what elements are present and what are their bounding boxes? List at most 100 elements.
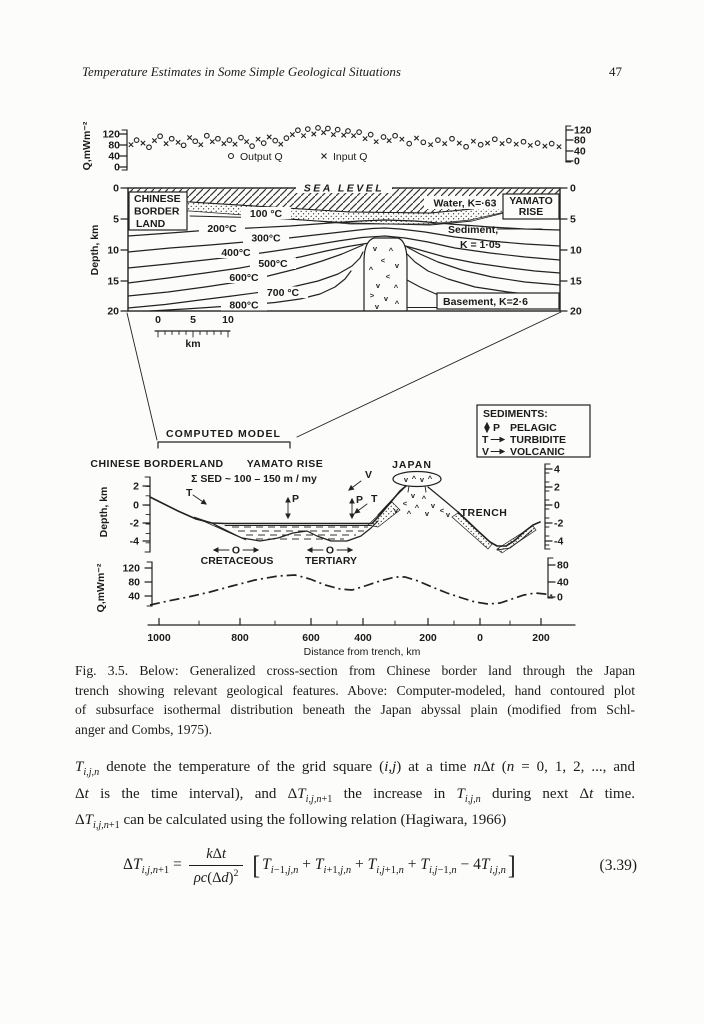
volcanic-glyph: v: [411, 491, 416, 500]
tick-label: 0: [113, 183, 119, 195]
tick-label: 80: [574, 135, 586, 147]
sea-level-label: SEA LEVEL: [304, 183, 384, 195]
distance-tick-label: 200: [419, 632, 437, 644]
input-q-point: [556, 144, 562, 150]
tick-label: 0: [554, 500, 560, 512]
legend-name-pelagic: PELAGIC: [510, 422, 557, 434]
right-bracket: ]: [507, 851, 516, 881]
output-q-point: [548, 140, 555, 147]
computed-model-title: COMPUTED MODEL: [166, 428, 281, 440]
yamato-label-2: RISE: [519, 206, 544, 218]
scale-unit-label: km: [185, 338, 200, 350]
volcanic-glyph: v: [446, 510, 451, 519]
equation-number: (3.39): [599, 857, 637, 875]
equation-terms: Ti−1,j,n + Ti+1,j,n + Ti,j+1,n + Ti,j−1,…: [262, 856, 506, 877]
legend-sym-t: T: [482, 434, 489, 446]
tick-label: -2: [130, 518, 139, 530]
page-header: Temperature Estimates in Some Simple Geo…: [82, 64, 622, 80]
isotherm-label-mask: [258, 286, 308, 298]
isotherm-label-200: 200°C: [207, 223, 237, 235]
sedimentation-rate-label: Σ SED ~ 100 – 150 m / my: [191, 473, 317, 485]
profile-left-axis: 120 80 40: [122, 561, 153, 607]
tick-label: 2: [554, 482, 560, 494]
tick-label: 10: [107, 245, 119, 257]
turbidite-arrow-east: [354, 503, 368, 514]
tick-label: -2: [554, 518, 563, 530]
land-label-3: LAND: [136, 218, 166, 230]
scale-tick-0: 0: [155, 314, 161, 326]
distance-tick-label: 600: [302, 632, 320, 644]
output-q-point: [215, 135, 221, 142]
volcanic-glyph: ^: [369, 265, 374, 274]
legend-name-volcanic: VOLCANIC: [510, 446, 565, 458]
trench-underline: [496, 529, 533, 551]
tick-label: 0: [570, 183, 576, 195]
connector-left: [126, 312, 158, 441]
isotherm-labels: 100 °C 200°C 300°C 400°C 500°C 600°C 700…: [199, 207, 308, 312]
volcanic-intrusion-marks: v ^<v^<v ^> v^v: [369, 244, 400, 311]
profile-right-axis: 80 40 0: [547, 557, 569, 604]
input-q-point: [266, 134, 272, 140]
tick-label: 0: [133, 500, 139, 512]
output-q-point: [534, 140, 541, 146]
chinese-borderland-label: CHINESE BORDERLAND: [90, 458, 223, 470]
turbidite-arrow-west: [192, 494, 207, 505]
volcanic-glyph: v: [425, 509, 430, 518]
body-paragraph: Ti,j,n denote the temperature of the gri…: [75, 757, 635, 837]
output-q-point: [157, 133, 163, 140]
volcanic-glyph: <: [403, 499, 408, 508]
input-q-point: [321, 130, 327, 136]
output-q-point: [283, 135, 290, 141]
tick-label: 20: [570, 306, 582, 318]
volcanic-glyph: >: [370, 291, 375, 300]
volcanic-glyph: v: [376, 281, 381, 290]
output-q-point: [520, 138, 527, 145]
input-q-point: [221, 141, 227, 147]
tertiary-span: O TERTIARY: [305, 545, 357, 568]
volcanic-glyph: ^: [395, 299, 400, 308]
computed-model-bracket: [157, 441, 291, 449]
legend-name-turbidite: TURBIDITE: [510, 434, 566, 446]
distance-tick-label: 400: [354, 632, 372, 644]
volcano-right-flank: [427, 486, 459, 513]
sediments-legend: SEDIMENTS: P PELAGIC T TURBIDITE V VOLCA…: [476, 404, 591, 458]
sediment-k-label: K = 1·05: [460, 239, 501, 251]
heatflow-curve-line: [149, 574, 556, 606]
equation-lhs: ΔTi,j,n+1 =: [123, 856, 182, 877]
body-line: ΔTi,j,n+1 can be calculated using the fo…: [75, 812, 507, 831]
tick-label: 4: [554, 464, 560, 476]
japan-label: JAPAN: [392, 459, 432, 471]
basement-label-box: [436, 292, 560, 310]
tick-label: 20: [107, 306, 119, 318]
basement-label: Basement, K=2·6: [443, 296, 528, 308]
input-q-point: [163, 141, 169, 147]
input-q-point: [244, 139, 250, 145]
output-q-point: [260, 140, 267, 146]
cap-neck-left: [407, 485, 410, 493]
body-line: Δt is the time interval), and ΔTi,j,n+1 …: [75, 785, 636, 805]
input-q-point: [499, 141, 505, 147]
chinese-border-land-box: [128, 191, 188, 231]
input-q-point: [198, 142, 204, 148]
running-title: Temperature Estimates in Some Simple Geo…: [82, 64, 401, 79]
input-q-point: [341, 132, 347, 138]
basin-bottom-line: [211, 520, 379, 542]
output-q-point: [133, 137, 140, 143]
input-q-point: [300, 133, 307, 139]
volcanic-glyph: v: [384, 294, 389, 303]
top-chart-legend: Output Q Input Q: [227, 151, 367, 163]
sea-level-mask: [296, 181, 392, 193]
output-q-point: [295, 127, 301, 134]
distance-tick-label: 800: [231, 632, 249, 644]
tick-label: 15: [107, 276, 119, 288]
water-conductivity-label: Water, K=·63: [434, 198, 497, 210]
cretaceous-label: CRETACEOUS: [201, 555, 274, 567]
legend-input-label: Input Q: [333, 151, 367, 163]
isotherm-label-mask: [199, 222, 245, 234]
land-label-2: BORDER: [134, 206, 180, 218]
yamato-rise-label: YAMATO RISE: [247, 458, 324, 470]
output-q-point: [367, 131, 374, 138]
input-q-point: [513, 141, 519, 147]
